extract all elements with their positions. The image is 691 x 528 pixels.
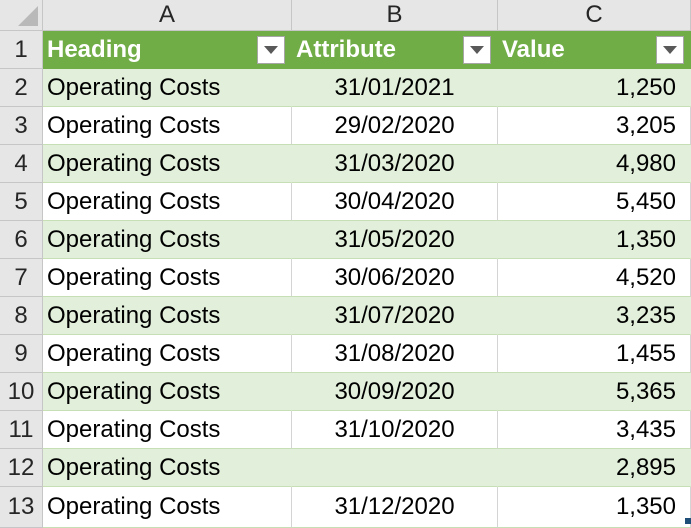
cell-attribute[interactable] xyxy=(292,449,498,487)
select-all-button[interactable] xyxy=(0,0,43,31)
table-header-heading-label: Heading xyxy=(47,35,142,63)
cell-value[interactable]: 4,980 xyxy=(498,145,691,183)
chevron-down-icon xyxy=(663,45,677,54)
select-all-corner-icon xyxy=(18,6,38,26)
cell-heading[interactable]: Operating Costs xyxy=(43,259,292,297)
cell-attribute[interactable]: 31/03/2020 xyxy=(292,145,498,183)
cell-value[interactable]: 2,895 xyxy=(498,449,691,487)
table-resize-handle[interactable] xyxy=(685,518,691,524)
cell-attribute[interactable]: 31/01/2021 xyxy=(292,69,498,107)
row-header[interactable]: 10 xyxy=(0,373,43,411)
table-header-attribute[interactable]: Attribute xyxy=(292,31,498,69)
cell-attribute[interactable]: 30/04/2020 xyxy=(292,183,498,221)
row-header[interactable]: 4 xyxy=(0,145,43,183)
row-header[interactable]: 6 xyxy=(0,221,43,259)
cell-value[interactable]: 3,205 xyxy=(498,107,691,145)
filter-button-heading[interactable] xyxy=(257,35,285,64)
filter-button-attribute[interactable] xyxy=(463,35,491,64)
cell-heading[interactable]: Operating Costs xyxy=(43,107,292,145)
cell-attribute[interactable]: 30/06/2020 xyxy=(292,259,498,297)
table-header-value-label: Value xyxy=(502,35,565,63)
cell-value[interactable]: 3,435 xyxy=(498,411,691,449)
cell-attribute[interactable]: 31/10/2020 xyxy=(292,411,498,449)
row-header-1[interactable]: 1 xyxy=(0,31,43,69)
cell-attribute[interactable]: 31/05/2020 xyxy=(292,221,498,259)
row-header[interactable]: 8 xyxy=(0,297,43,335)
cell-value[interactable]: 1,250 xyxy=(498,69,691,107)
row-header[interactable]: 11 xyxy=(0,411,43,449)
table-header-heading[interactable]: Heading xyxy=(43,31,292,69)
cell-heading[interactable]: Operating Costs xyxy=(43,145,292,183)
row-header[interactable]: 13 xyxy=(0,487,43,528)
row-header[interactable]: 5 xyxy=(0,183,43,221)
cell-heading[interactable]: Operating Costs xyxy=(43,297,292,335)
row-header[interactable]: 7 xyxy=(0,259,43,297)
chevron-down-icon xyxy=(470,45,484,54)
cell-heading[interactable]: Operating Costs xyxy=(43,373,292,411)
row-header[interactable]: 3 xyxy=(0,107,43,145)
cell-attribute[interactable]: 31/12/2020 xyxy=(292,487,498,528)
cell-heading[interactable]: Operating Costs xyxy=(43,335,292,373)
cell-heading[interactable]: Operating Costs xyxy=(43,183,292,221)
cell-value[interactable]: 1,350 xyxy=(498,487,691,528)
filter-button-value[interactable] xyxy=(656,35,684,64)
cell-value[interactable]: 1,455 xyxy=(498,335,691,373)
cell-value[interactable]: 3,235 xyxy=(498,297,691,335)
table-header-attribute-label: Attribute xyxy=(296,35,396,63)
cell-value[interactable]: 4,520 xyxy=(498,259,691,297)
column-header-a[interactable]: A xyxy=(43,0,292,31)
cell-heading[interactable]: Operating Costs xyxy=(43,69,292,107)
cell-value[interactable]: 1,350 xyxy=(498,221,691,259)
cell-heading[interactable]: Operating Costs xyxy=(43,487,292,528)
row-header[interactable]: 2 xyxy=(0,69,43,107)
cell-attribute[interactable]: 31/08/2020 xyxy=(292,335,498,373)
row-header[interactable]: 9 xyxy=(0,335,43,373)
row-header[interactable]: 12 xyxy=(0,449,43,487)
column-header-c[interactable]: C xyxy=(498,0,691,31)
cell-value[interactable]: 5,365 xyxy=(498,373,691,411)
cell-attribute[interactable]: 29/02/2020 xyxy=(292,107,498,145)
cell-value[interactable]: 5,450 xyxy=(498,183,691,221)
cell-attribute[interactable]: 31/07/2020 xyxy=(292,297,498,335)
cell-attribute[interactable]: 30/09/2020 xyxy=(292,373,498,411)
cell-heading[interactable]: Operating Costs xyxy=(43,411,292,449)
cell-heading[interactable]: Operating Costs xyxy=(43,449,292,487)
cell-heading[interactable]: Operating Costs xyxy=(43,221,292,259)
table-header-value[interactable]: Value xyxy=(498,31,691,69)
chevron-down-icon xyxy=(264,45,278,54)
column-header-b[interactable]: B xyxy=(292,0,498,31)
